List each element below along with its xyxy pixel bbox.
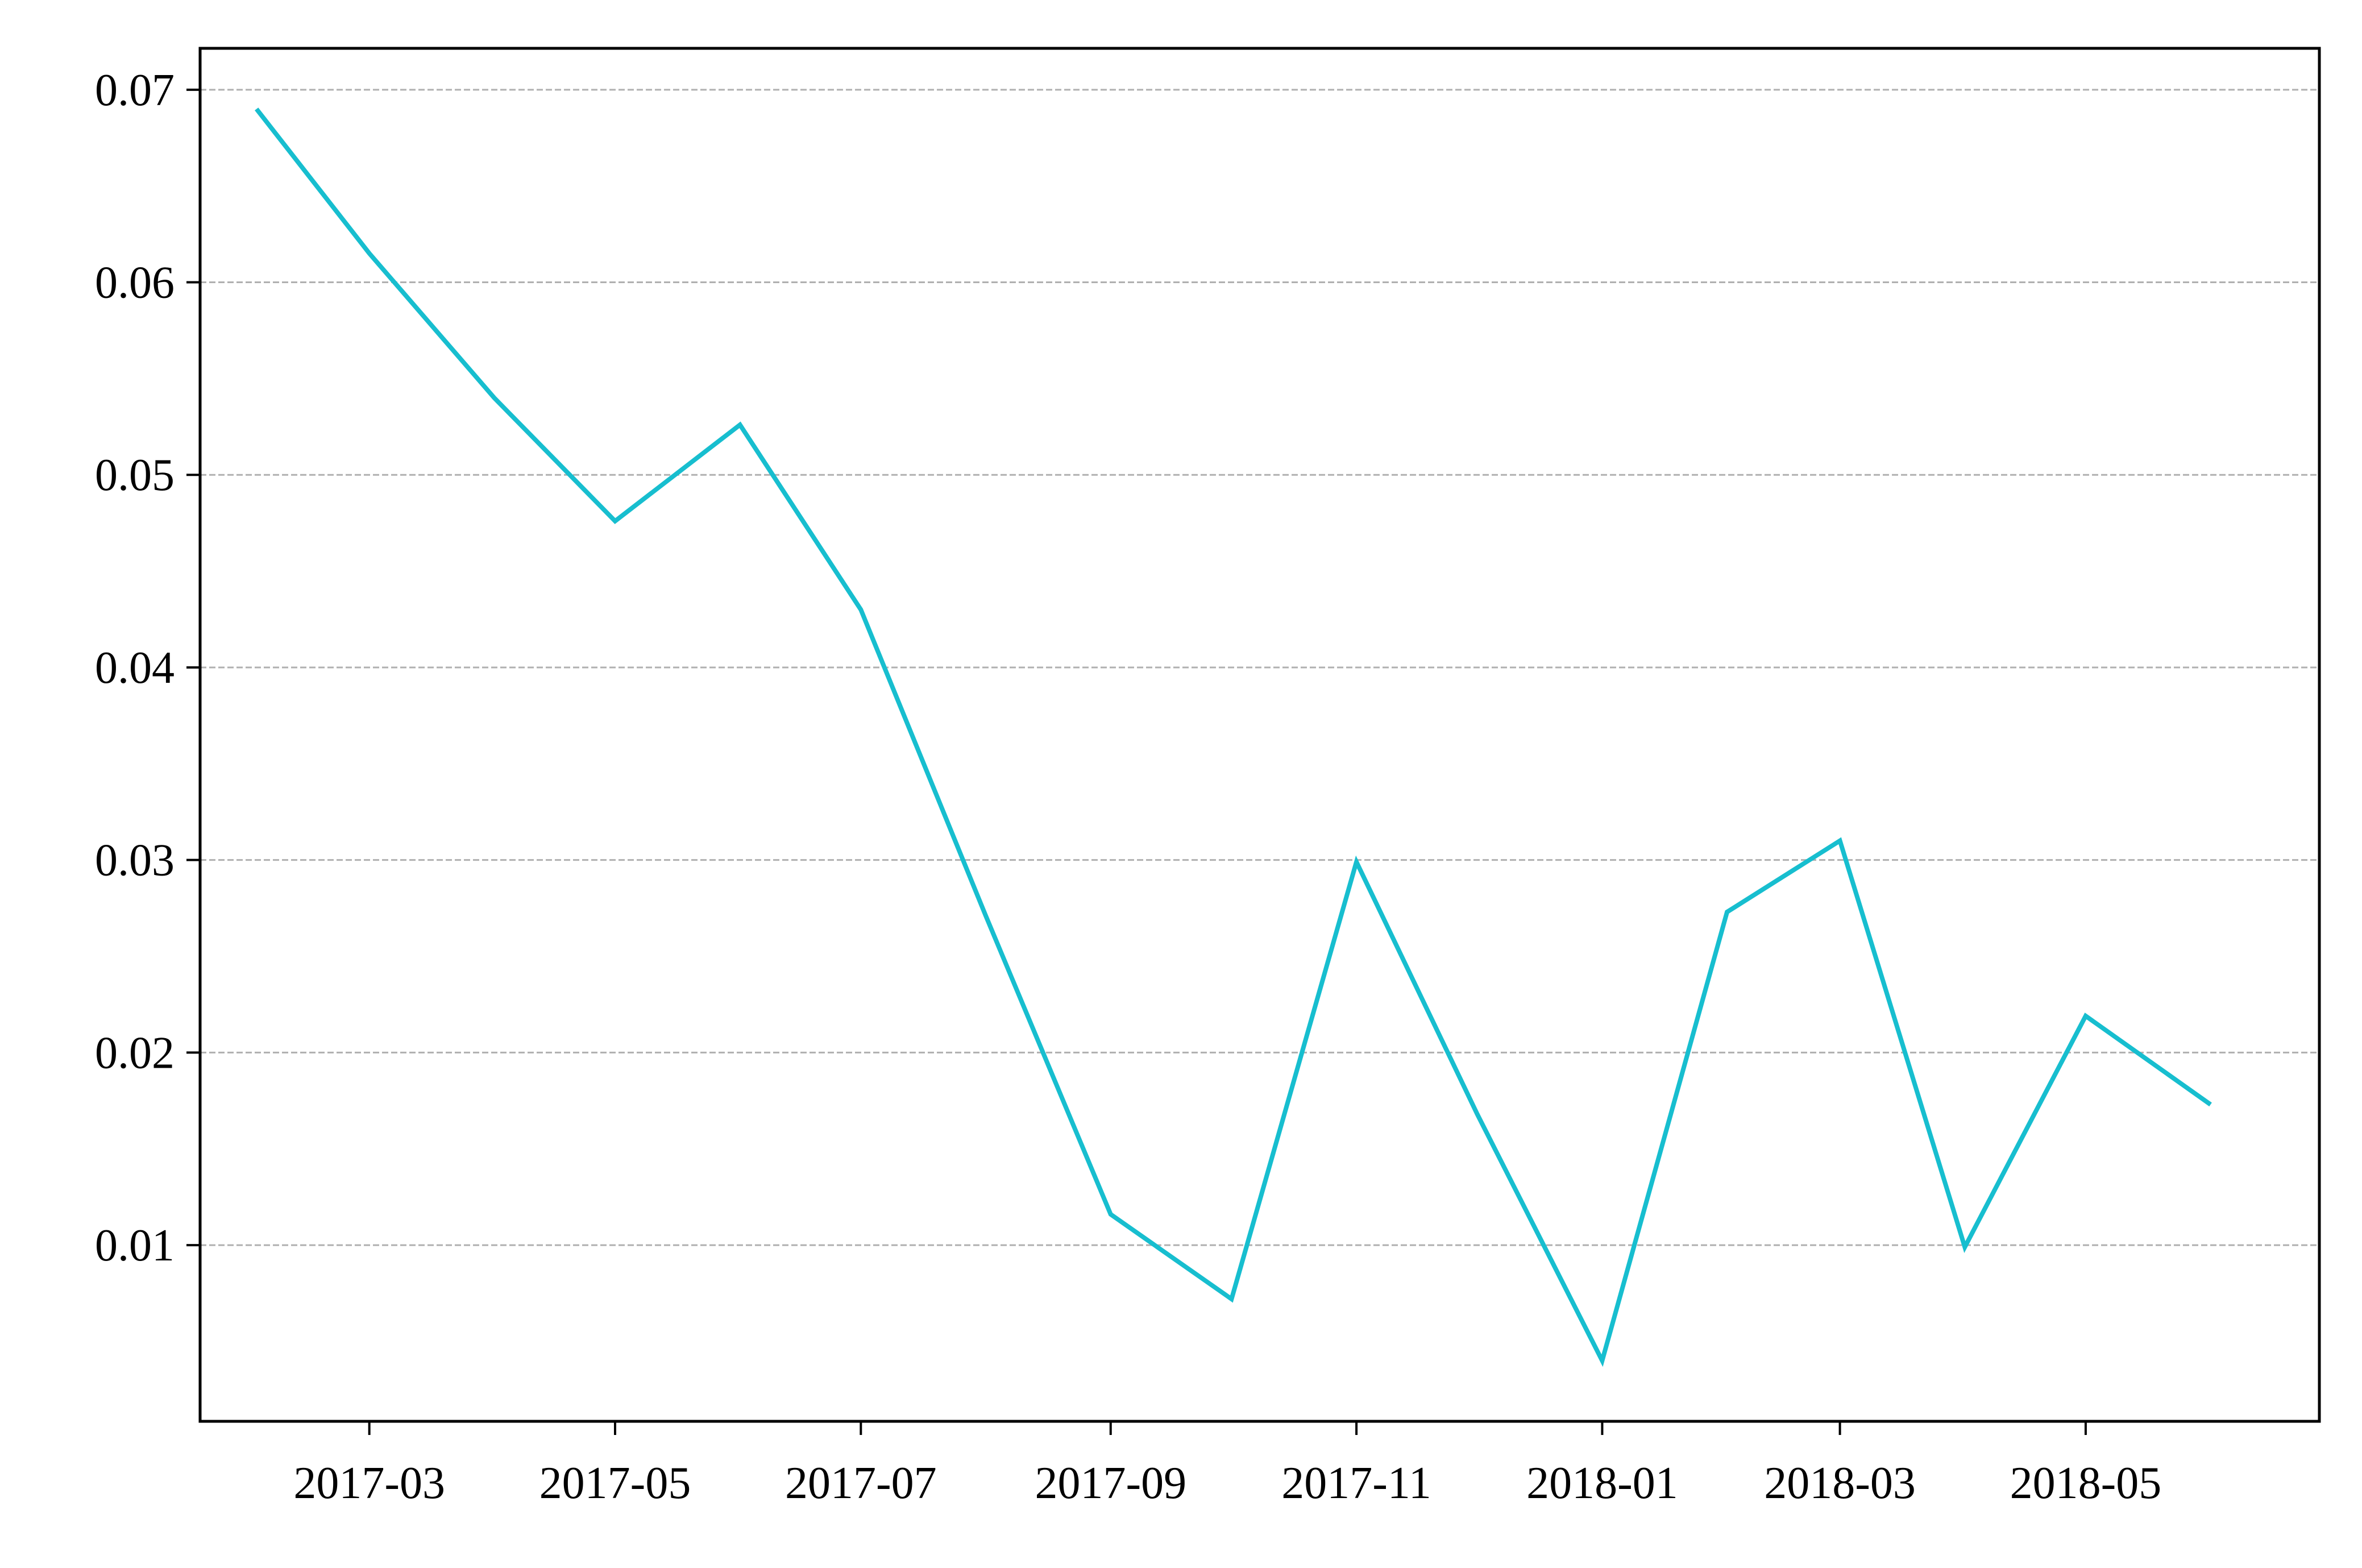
y-tick-label: 0.04 [95, 643, 175, 693]
y-tick-label: 0.02 [95, 1028, 175, 1078]
series-layer [255, 107, 2212, 1367]
x-axis: 2017-03 2017-05 2017-07 2017-09 2017-11 2018-… [293, 1421, 2161, 1508]
x-tick-label: 2017-09 [1035, 1458, 1186, 1508]
series-line [255, 107, 2212, 1367]
y-tick-label: 0.07 [95, 65, 175, 115]
x-tick-label: 2018-01 [1526, 1458, 1678, 1508]
x-tick-label: 2017-11 [1281, 1458, 1431, 1508]
y-tick-label: 0.06 [95, 258, 175, 308]
x-tick-label: 2017-05 [539, 1458, 691, 1508]
y-tick-label: 0.05 [95, 450, 175, 500]
x-tick-label: 2018-05 [2010, 1458, 2162, 1508]
x-tick-label: 2017-07 [785, 1458, 937, 1508]
gridlines [200, 89, 2319, 1246]
y-tick-label: 0.01 [95, 1221, 175, 1271]
y-tick-label: 0.03 [95, 836, 175, 886]
plot-frame [198, 47, 2321, 1423]
y-axis: 0.01 0.02 0.03 0.04 0.05 0.06 0.07 [95, 65, 200, 1271]
x-tick-label: 2017-03 [293, 1458, 445, 1508]
x-tick-label: 2018-03 [1764, 1458, 1916, 1508]
